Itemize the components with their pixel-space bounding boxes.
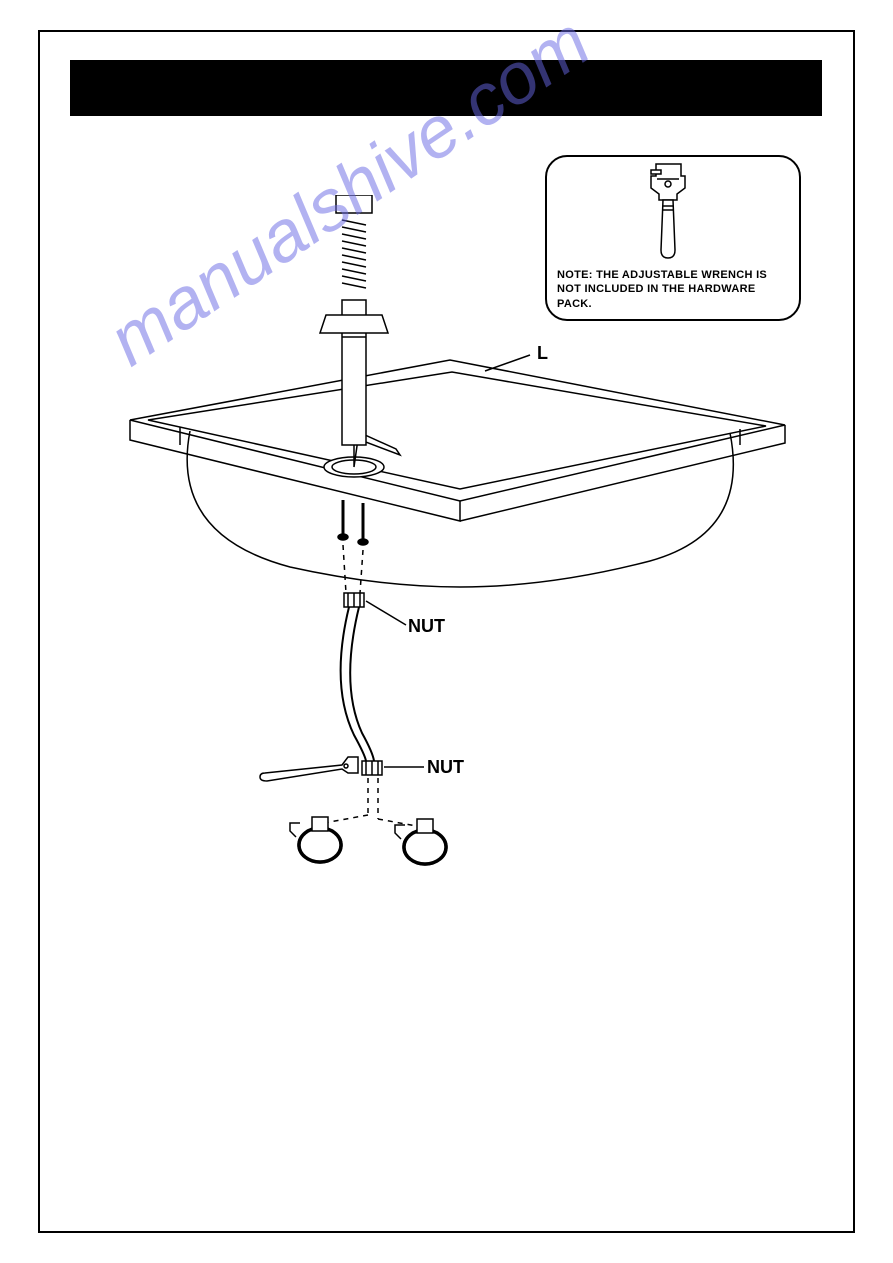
label-nut-upper: NUT [408,616,445,637]
adjustable-wrench-small-icon [260,757,358,781]
shutoff-valve-right [395,819,447,865]
shutoff-valve-left [290,817,342,863]
sink-installation-diagram [90,195,810,895]
label-L: L [537,343,548,364]
header-bar [70,60,822,116]
label-nut-lower: NUT [427,757,464,778]
